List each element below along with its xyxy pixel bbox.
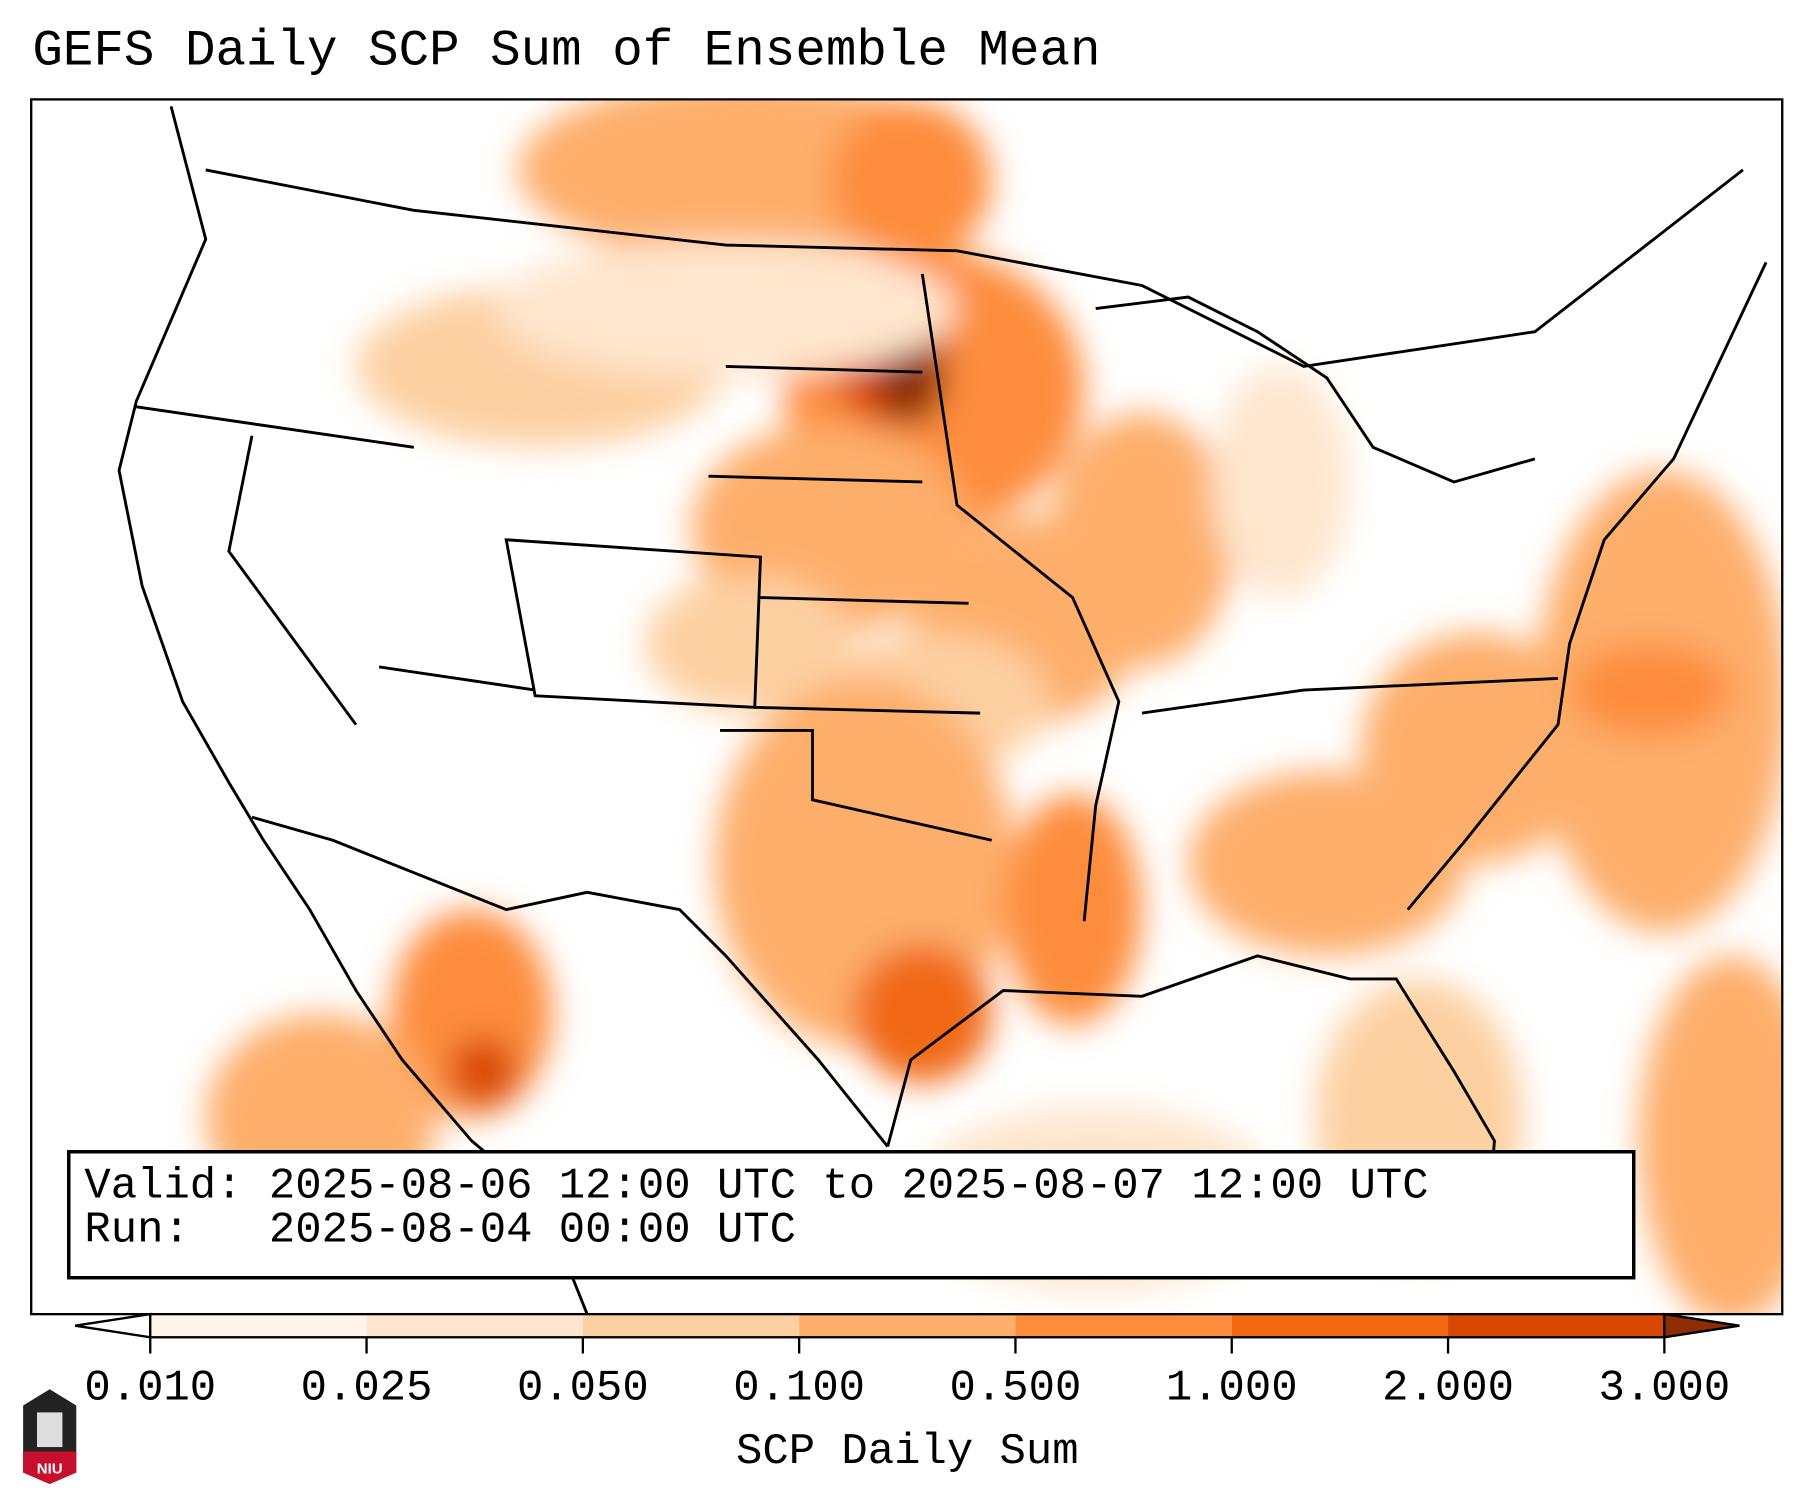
scp-region — [494, 239, 958, 378]
state-line-ok-tx — [720, 729, 992, 842]
ohio-valley — [1141, 677, 1559, 715]
colorbar-tick-label: 0.025 — [300, 1363, 433, 1414]
svg-text:NIU: NIU — [37, 1461, 63, 1478]
state-line-ne-ks — [760, 596, 969, 605]
scp-region — [1638, 955, 1782, 1313]
chart-title: GEFS Daily SCP Sum of Ensemble Mean — [32, 23, 1101, 81]
us-canada-border — [205, 168, 1744, 368]
run-value: 2025-08-04 00:00 UTC — [268, 1205, 797, 1256]
valid-value: 2025-08-06 12:00 UTC to 2025-08-07 12:00… — [268, 1161, 1429, 1212]
mississippi-river — [920, 273, 1121, 922]
colorbar-bin — [582, 1314, 800, 1338]
great-lakes — [1095, 295, 1536, 484]
colorbar-bin — [1015, 1314, 1232, 1338]
state-line-co — [504, 538, 763, 709]
colorbar-extend-over — [1663, 1312, 1740, 1339]
colorbar-bin — [150, 1314, 367, 1338]
state-line-nd-sd — [725, 364, 923, 374]
scp-region — [644, 574, 853, 714]
scp-region — [1361, 632, 1593, 864]
coastline — [117, 105, 589, 1313]
colorbar-tick-label: 0.050 — [516, 1363, 649, 1414]
colorbar-tick-label: 0.500 — [949, 1363, 1082, 1414]
state-line-ks-ok — [754, 705, 981, 715]
atlantic-coast — [1406, 261, 1768, 911]
state-line-nv-ca — [227, 435, 358, 726]
us-mexico-border — [251, 815, 889, 1148]
colorbar-tick-label: 0.100 — [733, 1363, 866, 1414]
gulf-coast — [886, 954, 1496, 1211]
scp-region — [852, 944, 992, 1083]
colorbar-bin — [366, 1314, 583, 1338]
valid-time-box: Valid: 2025-08-06 12:00 UTC to 2025-08-0… — [67, 1150, 1636, 1280]
run-label: Run: — [84, 1205, 243, 1256]
colorbar-tick-label: 2.000 — [1382, 1363, 1514, 1414]
map-panel — [30, 98, 1784, 1316]
scp-region — [829, 100, 992, 263]
scp-region — [1211, 366, 1350, 598]
state-line-ut-az — [378, 665, 536, 692]
colorbar-tick-label: 3.000 — [1598, 1363, 1731, 1414]
niu-logo: NIU — [23, 1389, 77, 1485]
colorbar-label: SCP Daily Sum — [735, 1427, 1079, 1478]
colorbar-tick-label: 0.010 — [84, 1363, 217, 1414]
colorbar-tick-label: 1.000 — [1165, 1363, 1298, 1414]
colorbar-bin — [1448, 1314, 1665, 1338]
scp-region — [1003, 794, 1142, 1026]
coastlines-and-borders — [117, 105, 1768, 1313]
colorbar — [74, 1312, 1740, 1354]
colorbar-bin — [799, 1314, 1016, 1338]
scp-region — [448, 1036, 518, 1107]
colorbar-bin — [1231, 1314, 1449, 1338]
scp-region — [1049, 412, 1235, 667]
colorbar-extend-under — [74, 1312, 152, 1339]
scp-region — [1569, 643, 1732, 737]
valid-label: Valid: — [84, 1161, 243, 1212]
scp-field — [117, 100, 1782, 1313]
state-line-or-ca — [136, 405, 414, 449]
state-line-sd-ne — [708, 474, 923, 484]
